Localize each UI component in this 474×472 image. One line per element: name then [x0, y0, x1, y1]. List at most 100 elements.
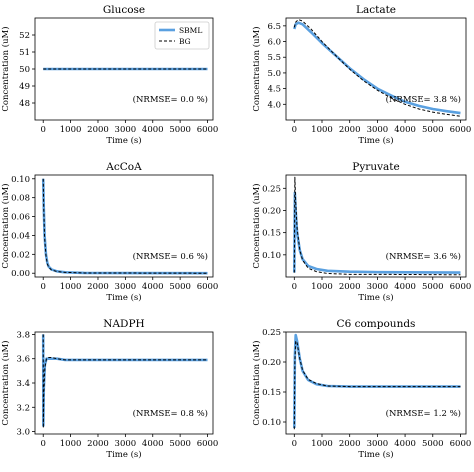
- plot-frame: [285, 331, 467, 435]
- plot-frame: [285, 174, 467, 278]
- x-tick-label: 5000: [169, 439, 191, 449]
- x-tick-label: 0: [292, 125, 297, 135]
- x-tick-label: 6000: [450, 125, 472, 135]
- chart-panel-5: NADPH 0 1000 2000 3000 4000 5000 6000 3.0 3.2 3.4 3…: [0, 318, 218, 460]
- chart-panel-3: AcCoA 0 1000 2000 3000 4000 5000 6000 0.00 0.02 0.…: [0, 161, 218, 303]
- nrmse-annotation: (NRMSE= 0.0 %): [133, 94, 208, 105]
- x-tick-label: 3000: [367, 439, 389, 449]
- y-axis-label: Concentration (uM): [251, 340, 262, 425]
- series-line-bg: [293, 19, 461, 117]
- x-tick-label: 2000: [87, 439, 109, 449]
- x-tick-label: 0: [292, 282, 297, 292]
- x-tick-label: 1000: [60, 125, 82, 135]
- series-line-bg: [42, 334, 208, 429]
- x-tick-label: 3000: [367, 125, 389, 135]
- x-tick-label: 1000: [311, 282, 333, 292]
- y-tick-label: 48: [19, 99, 30, 109]
- y-tick-label: 0.04: [11, 231, 30, 241]
- y-axis-label: Concentration (uM): [0, 340, 11, 425]
- x-tick-label: 0: [41, 282, 46, 292]
- plot-frame: [285, 17, 467, 121]
- y-tick-label: 0.20: [262, 206, 281, 216]
- y-axis-label: Concentration (uM): [0, 183, 11, 268]
- y-tick-label: 0.08: [11, 194, 30, 204]
- chart-panel-6: C6 compounds 0 1000 2000 3000 4000 5000 6000 0.1…: [251, 318, 471, 460]
- y-tick-label: 3.0: [16, 428, 30, 438]
- x-tick-label: 2000: [87, 125, 109, 135]
- y-tick-label: 3.8: [16, 330, 30, 340]
- y-tick-label: 0.06: [11, 213, 30, 223]
- x-tick-label: 5000: [169, 282, 191, 292]
- y-axis-label: Concentration (uM): [251, 26, 262, 111]
- series-line-bg: [293, 340, 461, 430]
- legend-label-sbml: SBML: [179, 26, 202, 35]
- x-tick-label: 5000: [422, 282, 444, 292]
- x-tick-label: 6000: [450, 282, 472, 292]
- chart-panel-4: Pyruvate 0 1000 2000 3000 4000 5000 6000 0.10 0.1…: [251, 161, 471, 303]
- x-tick-label: 6000: [197, 282, 219, 292]
- x-tick-label: 3000: [115, 125, 137, 135]
- x-tick-label: 0: [292, 439, 297, 449]
- y-tick-label: 3.2: [16, 403, 30, 413]
- x-tick-label: 5000: [169, 125, 191, 135]
- x-axis-label: Time (s): [358, 135, 393, 146]
- x-axis-label: Time (s): [358, 449, 393, 460]
- x-tick-label: 6000: [197, 125, 219, 135]
- x-tick-label: 4000: [394, 282, 416, 292]
- y-tick-label: 0.00: [11, 269, 30, 279]
- x-tick-label: 5000: [422, 439, 444, 449]
- y-tick-label: 0.15: [262, 229, 281, 239]
- y-tick-label: 0.20: [262, 358, 281, 368]
- chart-title: NADPH: [103, 318, 144, 330]
- y-tick-label: 50: [19, 65, 30, 75]
- series-line-bg: [293, 176, 461, 276]
- y-tick-label: 51: [19, 48, 30, 58]
- x-tick-label: 2000: [339, 125, 361, 135]
- y-tick-label: 0.10: [262, 251, 281, 261]
- x-axis-label: Time (s): [106, 135, 141, 146]
- chart-panel-1: Glucose 0 1000 2000 3000 4000 5000 6000 48 49 50 51…: [0, 4, 218, 146]
- y-axis-label: Concentration (uM): [0, 26, 11, 111]
- x-tick-label: 1000: [60, 439, 82, 449]
- chart-title: Glucose: [103, 4, 145, 16]
- y-tick-label: 6.5: [267, 22, 281, 32]
- x-tick-label: 4000: [394, 439, 416, 449]
- x-tick-label: 0: [41, 125, 46, 135]
- x-tick-label: 0: [41, 439, 46, 449]
- nrmse-annotation: (NRMSE= 1.2 %): [386, 408, 461, 419]
- y-tick-label: 0.10: [11, 175, 30, 185]
- x-tick-label: 6000: [450, 439, 472, 449]
- y-axis-label: Concentration (uM): [251, 183, 262, 268]
- x-tick-label: 5000: [422, 125, 444, 135]
- x-tick-label: 4000: [142, 282, 164, 292]
- series-line-sbml: [293, 21, 461, 115]
- nrmse-annotation: (NRMSE= 3.6 %): [386, 251, 461, 262]
- y-tick-label: 4.5: [267, 85, 281, 95]
- x-tick-label: 3000: [367, 282, 389, 292]
- chart-title: Pyruvate: [352, 161, 399, 173]
- x-tick-label: 2000: [339, 282, 361, 292]
- x-axis-label: Time (s): [106, 292, 141, 303]
- y-tick-label: 4.0: [267, 100, 281, 110]
- y-tick-label: 6.0: [267, 38, 281, 48]
- x-tick-label: 2000: [87, 282, 109, 292]
- y-tick-label: 3.4: [16, 379, 30, 389]
- plot-frame: [34, 331, 214, 435]
- x-tick-label: 1000: [311, 125, 333, 135]
- x-tick-label: 1000: [60, 282, 82, 292]
- y-tick-label: 0.10: [262, 418, 281, 428]
- nrmse-annotation: (NRMSE= 3.8 %): [386, 94, 461, 105]
- x-tick-label: 4000: [394, 125, 416, 135]
- plot-frame: [34, 17, 214, 121]
- y-tick-label: 5.0: [267, 69, 281, 79]
- y-tick-label: 5.5: [267, 53, 281, 63]
- y-tick-label: 3.6: [16, 355, 30, 365]
- y-tick-label: 49: [19, 82, 30, 92]
- y-tick-label: 52: [19, 31, 30, 41]
- y-tick-label: 0.02: [11, 250, 30, 260]
- chart-title: Lactate: [356, 4, 396, 16]
- plot-frame: [34, 174, 214, 278]
- y-tick-label: 0.15: [262, 388, 281, 398]
- y-tick-label: 0.25: [262, 328, 281, 338]
